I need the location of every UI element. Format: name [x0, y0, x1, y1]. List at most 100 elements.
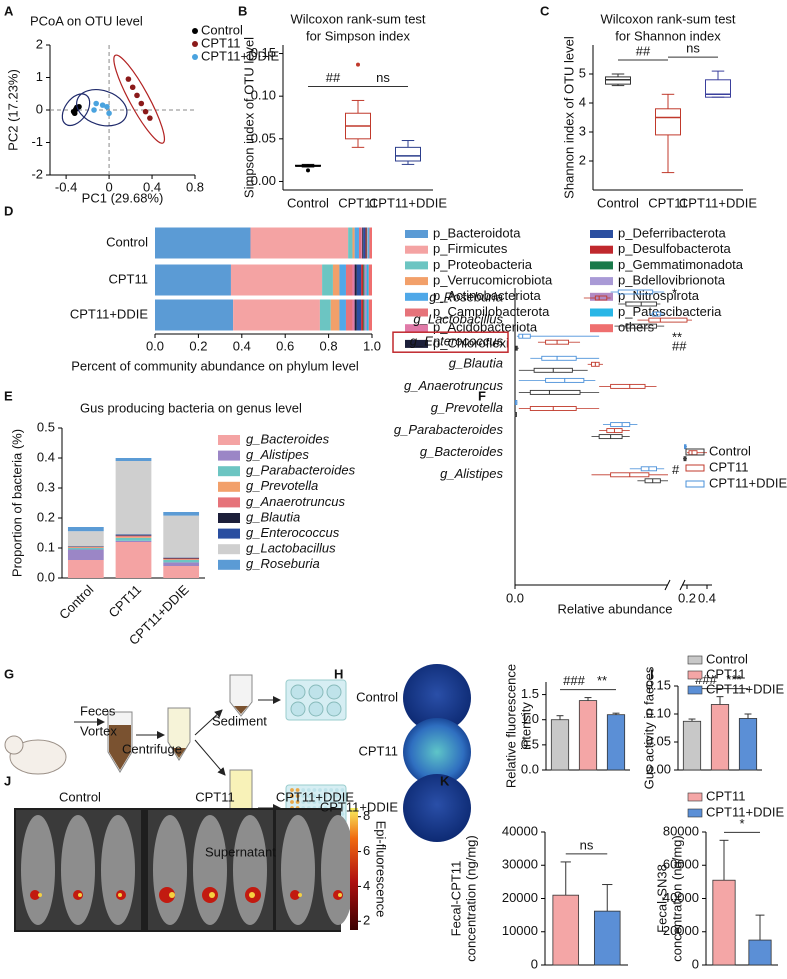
y-tick-label: 4	[579, 94, 586, 109]
well	[323, 800, 328, 804]
bar-segment	[345, 299, 353, 331]
bar-segment	[352, 227, 355, 259]
x-tick-label: 0.4	[233, 338, 251, 353]
bar-segment	[339, 264, 346, 296]
bar-segment	[67, 531, 104, 547]
significance-label: ***	[726, 672, 741, 687]
well	[323, 794, 328, 798]
y-axis-label: Gus activity in faeces	[641, 666, 656, 789]
sediment-pellet	[172, 748, 186, 758]
bar-segment	[354, 264, 357, 296]
well	[306, 800, 311, 804]
x-tick-label: 0.8	[186, 179, 204, 194]
legend-swatch	[687, 655, 703, 665]
bar-segment	[352, 299, 355, 331]
y-tick-label: 0.2	[37, 509, 55, 524]
legend-label: CPT11+DDIE	[706, 804, 784, 819]
bar-segment	[356, 264, 362, 296]
y-tick-label: CPT11	[109, 271, 149, 286]
y-tick-label: 20000	[663, 923, 699, 938]
bar	[550, 719, 570, 771]
well-image	[403, 664, 471, 732]
panel-letter: A	[4, 3, 14, 18]
well	[323, 788, 328, 792]
legend-swatch	[685, 480, 705, 488]
legend-label: p_Bdellovibrionota	[618, 273, 726, 288]
chart-title: for Simpson index	[306, 28, 411, 43]
y-tick-label: 0.15	[646, 677, 671, 692]
legend-swatch	[590, 292, 613, 301]
bar-segment	[67, 546, 104, 548]
outlier	[356, 62, 360, 67]
bar-segment	[163, 515, 200, 558]
point	[125, 76, 132, 82]
y-tick-label: 0.0	[521, 761, 539, 776]
legend-marker	[192, 28, 198, 34]
legend-swatch	[218, 450, 240, 461]
legend-swatch	[218, 497, 240, 508]
bar-segment	[163, 558, 200, 560]
y-tick-label: 0.10	[251, 88, 276, 103]
significance-label: #	[672, 462, 680, 477]
point	[147, 115, 153, 121]
sediment-pellet	[234, 706, 248, 714]
bar-segment	[362, 227, 364, 259]
y-tick-label: 0	[36, 101, 43, 116]
legend-label: g_Enterococcus	[246, 525, 340, 540]
image-label: CPT11	[359, 743, 399, 758]
bar	[710, 704, 730, 771]
bar-segment	[365, 299, 367, 331]
confidence-ellipse	[61, 93, 91, 127]
image-label: CPT11	[195, 789, 235, 804]
box	[395, 146, 421, 162]
y-axis-label: Shannon index of OTU level	[561, 36, 576, 199]
legend-label: g_Lactobacillus	[246, 541, 336, 556]
mouse-icon	[9, 739, 67, 775]
x-tick-label: 1.0	[363, 338, 381, 353]
legend-swatch	[405, 308, 428, 317]
significance-label: ns	[376, 70, 390, 85]
legend-swatch	[590, 230, 613, 238]
y-tick-label: 0	[531, 956, 538, 971]
y-tick-label: 80000	[663, 823, 699, 838]
bar-segment	[230, 264, 323, 296]
well-image	[403, 774, 471, 842]
bar-segment	[67, 560, 104, 578]
point	[91, 107, 97, 113]
legend-label: CPT11	[201, 35, 241, 50]
x-tick-label: 0.2	[678, 590, 696, 605]
legend-swatch	[590, 324, 613, 333]
x-axis-label: PC1 (29.68%)	[82, 190, 164, 205]
significance-label: **	[672, 330, 682, 345]
y-axis-label: PC2 (17.23%)	[5, 69, 20, 151]
well	[301, 794, 306, 798]
bar-segment	[354, 299, 357, 331]
well	[306, 788, 311, 792]
y-tick-label: -2	[31, 166, 43, 181]
mouse-head	[4, 735, 24, 755]
legend-label: p_Actinobacteriota	[433, 288, 541, 303]
bar-segment	[368, 299, 372, 331]
point	[134, 92, 140, 99]
bar-segment	[163, 559, 200, 560]
colorbar-label: Epi-fluorescence	[374, 821, 389, 918]
fluorescence-spot	[118, 893, 122, 897]
legend-label: g_Prevotella	[246, 478, 318, 493]
y-tick-label: g_Lactobacillus	[413, 312, 503, 327]
image-label: CPT11+DDIE	[320, 799, 398, 814]
mouse	[281, 815, 315, 925]
colorbar-tick-label: 4	[363, 878, 370, 893]
y-tick-label: -1	[31, 134, 43, 149]
y-tick-label: 5	[579, 65, 586, 80]
legend-swatch	[218, 481, 240, 492]
fluorescence-spot	[78, 893, 82, 897]
well	[301, 788, 306, 792]
legend-marker	[192, 41, 198, 47]
fluorescence-spot	[338, 893, 342, 897]
y-tick-label: g_Prevotella	[431, 400, 503, 415]
y-tick-label: 1	[36, 69, 43, 84]
panel-letter: I	[650, 666, 654, 681]
bar-segment	[115, 536, 152, 538]
well-image	[403, 718, 471, 786]
x-tick-label: CPT11+DDIE	[369, 195, 447, 210]
